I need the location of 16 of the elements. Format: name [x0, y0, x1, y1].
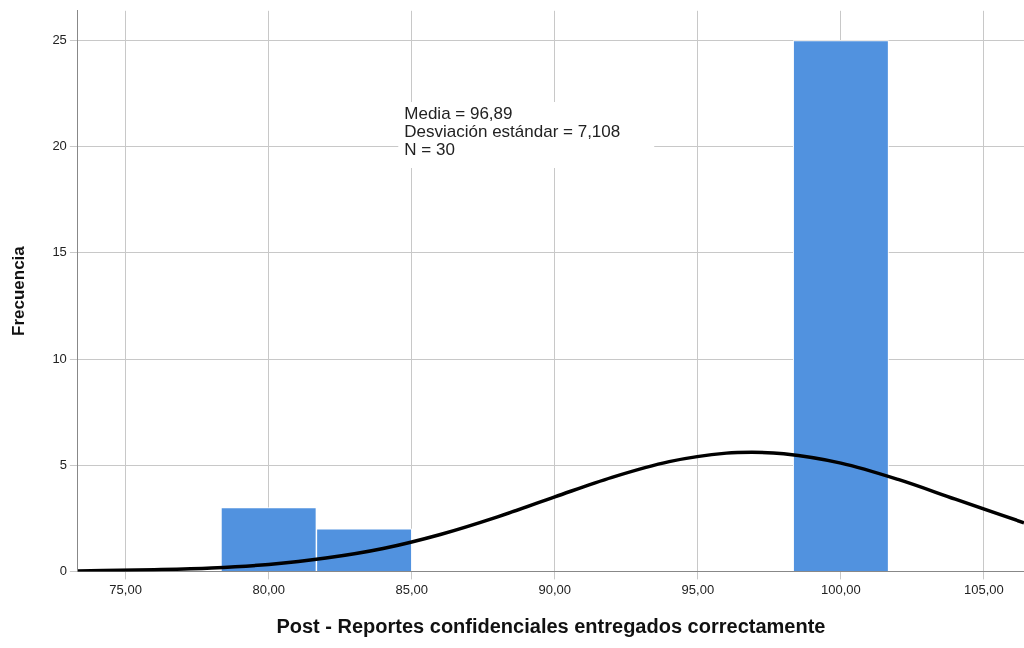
- x-tick-label: 95,00: [681, 581, 715, 597]
- x-tick-label: 85,00: [395, 581, 429, 597]
- x-tick-label: 105,00: [964, 581, 1004, 597]
- y-axis-title: Frecuencia: [8, 245, 28, 336]
- x-tick-label: 75,00: [109, 581, 142, 597]
- x-tick-label: 100,00: [821, 581, 861, 597]
- y-tick-label: 5: [59, 456, 67, 472]
- x-tick-label: 90,00: [538, 581, 572, 597]
- y-tick-label: 15: [52, 244, 67, 260]
- y-tick-label: 20: [52, 138, 67, 154]
- y-tick-label: 25: [52, 32, 67, 48]
- y-tick-label: 0: [59, 562, 67, 578]
- y-tick-label: 10: [52, 350, 67, 366]
- x-axis-title: Post - Reportes confidenciales entregados correctamente: [276, 614, 826, 637]
- x-tick-label: 80,00: [252, 581, 285, 597]
- annotation: Media = 96,89 Desviación estándar = 7,108 N = 30: [404, 104, 621, 160]
